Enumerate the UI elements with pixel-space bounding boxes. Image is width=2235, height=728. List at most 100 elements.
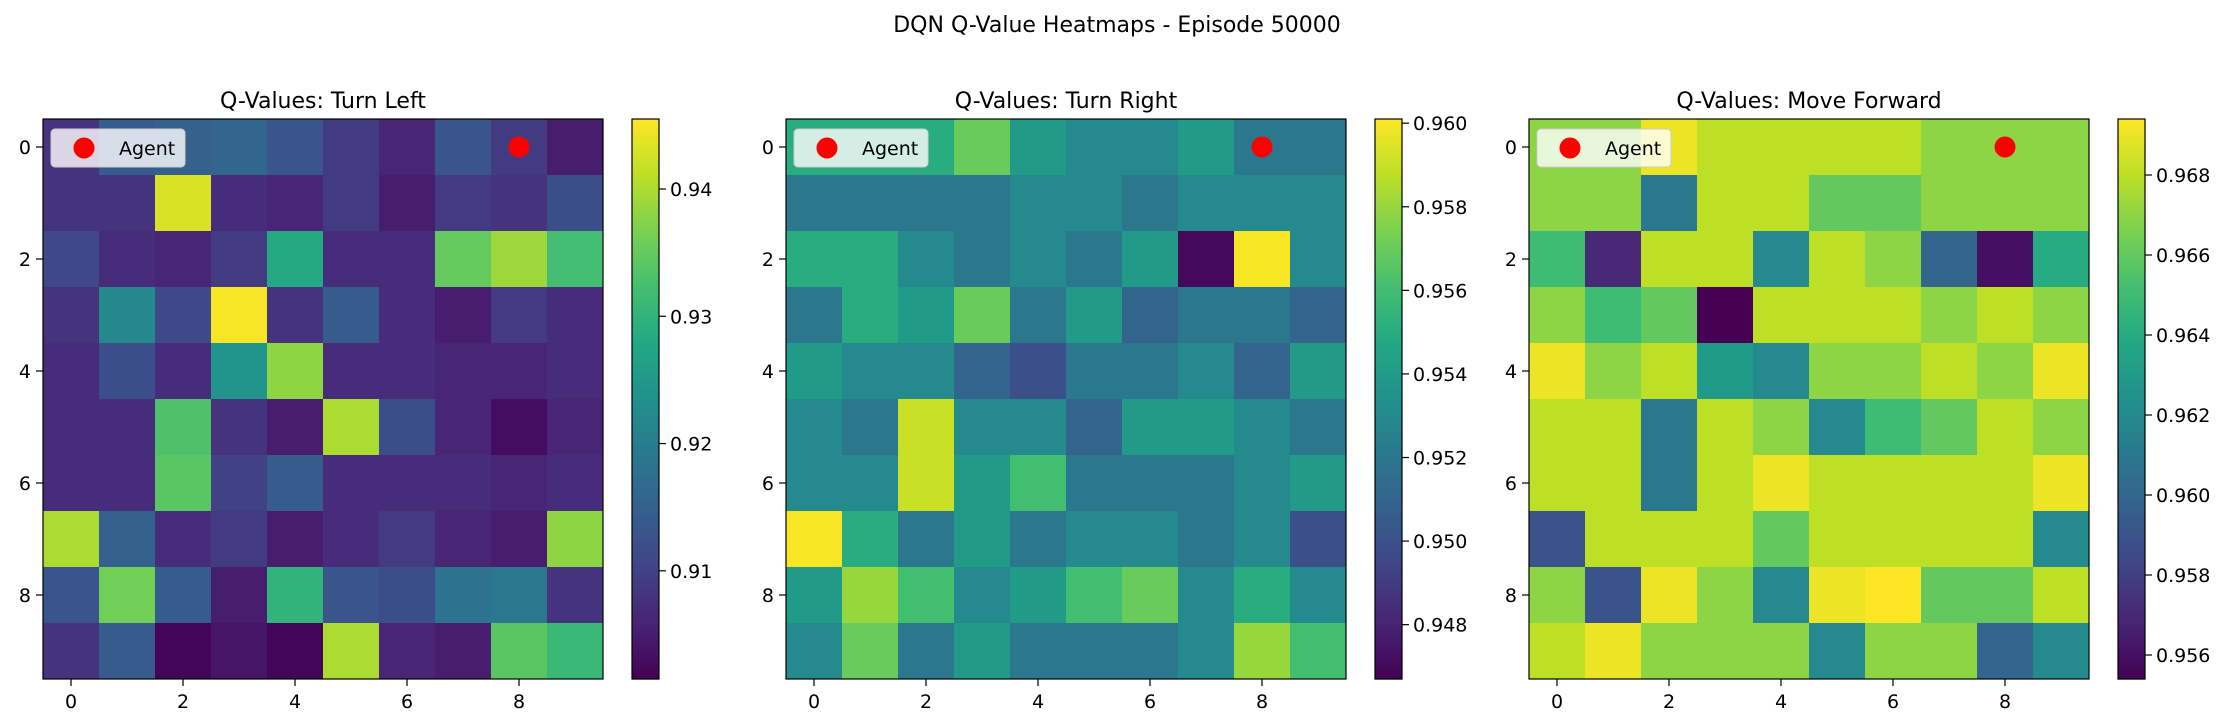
colorbar-segment: [632, 387, 659, 392]
colorbar-segment: [632, 284, 659, 288]
colorbar-segment: [1375, 343, 1402, 347]
panel-title: Q-Values: Turn Right: [955, 89, 1178, 114]
heatmap-cell: [43, 399, 100, 456]
colorbar-segment: [632, 225, 659, 229]
colorbar-segment: [632, 421, 659, 425]
heatmap-cell: [2033, 623, 2090, 680]
colorbar-segment: [1375, 634, 1402, 638]
heatmap-cell: [379, 343, 436, 400]
colorbar-segment: [1375, 180, 1402, 184]
colorbar-segment: [632, 326, 659, 330]
heatmap-cell: [1921, 231, 1978, 288]
heatmap-cell: [1178, 287, 1235, 344]
colorbar-segment: [2118, 446, 2145, 450]
colorbar-segment: [632, 144, 659, 148]
colorbar-segment: [1375, 611, 1402, 616]
colorbar-segment: [632, 357, 659, 361]
colorbar-segment: [1375, 527, 1402, 532]
colorbar-segment: [1375, 303, 1402, 308]
colorbar-segment: [1375, 418, 1402, 422]
colorbar-segment: [632, 222, 659, 226]
colorbar-segment: [632, 432, 659, 436]
heatmap-cell: [898, 175, 955, 232]
heatmap-cell: [898, 343, 955, 400]
colorbar-segment: [632, 289, 659, 294]
colorbar-segment: [632, 253, 659, 257]
heatmap-cell: [155, 511, 212, 568]
colorbar-segment: [1375, 270, 1402, 274]
heatmap-cell: [954, 399, 1011, 456]
colorbar-segment: [1375, 275, 1402, 280]
heatmap-cell: [1010, 231, 1067, 288]
colorbar-segment: [1375, 642, 1402, 646]
colorbar-segment: [1375, 653, 1402, 658]
colorbar-segment: [1375, 301, 1402, 305]
x-tick-label: 6: [1887, 691, 1899, 713]
colorbar-segment: [2118, 359, 2145, 364]
heatmap-cell: [1585, 623, 1642, 680]
heatmap-cell: [491, 623, 548, 680]
colorbar-segment: [2118, 289, 2145, 294]
heatmap-cell: [43, 455, 100, 512]
colorbar-segment: [632, 172, 659, 176]
colorbar-segment: [632, 659, 659, 663]
colorbar-segment: [632, 656, 659, 660]
heatmap-cell: [2033, 119, 2090, 176]
colorbar-segment: [1375, 508, 1402, 512]
x-tick-label: 0: [808, 691, 820, 713]
heatmap-cell: [1066, 623, 1123, 680]
legend: Agent: [1536, 128, 1672, 168]
heatmap-cells: [43, 119, 604, 680]
colorbar-segment: [1375, 519, 1402, 523]
colorbar-segment: [632, 667, 659, 672]
heatmap-cell: [1641, 287, 1698, 344]
colorbar-segment: [1375, 511, 1402, 515]
colorbar-segment: [632, 147, 659, 151]
colorbar-segment: [1375, 676, 1402, 680]
colorbar-segment: [632, 623, 659, 627]
colorbar-segment: [1375, 575, 1402, 579]
heatmap-cell: [211, 119, 268, 176]
heatmap-cell: [1753, 399, 1810, 456]
colorbar-segment: [2118, 217, 2145, 221]
heatmap-cell: [1178, 175, 1235, 232]
heatmap-cell: [842, 399, 899, 456]
colorbar-segment: [1375, 264, 1402, 268]
colorbar-tick-label: 0.960: [1413, 113, 1467, 135]
heatmap-cell: [547, 119, 604, 176]
x-tick-label: 2: [920, 691, 932, 713]
colorbar-segment: [1375, 161, 1402, 165]
colorbar-segment: [632, 544, 659, 548]
colorbar-segment: [1375, 589, 1402, 593]
heatmap-cell: [267, 287, 324, 344]
colorbar-segment: [632, 281, 659, 285]
heatmap-cell: [323, 567, 380, 624]
colorbar-segment: [632, 393, 659, 397]
colorbar-segment: [1375, 354, 1402, 358]
colorbar-segment: [632, 555, 659, 560]
heatmap-cell: [786, 231, 843, 288]
colorbar-segment: [1375, 583, 1402, 588]
colorbar-segment: [1375, 172, 1402, 176]
colorbar-segment: [1375, 376, 1402, 380]
colorbar-segment: [1375, 320, 1402, 324]
colorbar-segment: [1375, 673, 1402, 677]
colorbar-segment: [2118, 177, 2145, 182]
colorbar-segment: [2118, 315, 2145, 319]
heatmap-cell: [267, 455, 324, 512]
heatmap-cell: [491, 287, 548, 344]
heatmap-cell: [1641, 455, 1698, 512]
colorbar-segment: [1375, 639, 1402, 644]
heatmap-cell: [1122, 287, 1179, 344]
colorbar-segment: [1375, 432, 1402, 436]
colorbar-segment: [632, 267, 659, 271]
colorbar-segment: [2118, 214, 2145, 218]
heatmap-cell: [1809, 231, 1866, 288]
colorbar-segment: [2118, 158, 2145, 162]
heatmap-cell: [1753, 231, 1810, 288]
colorbar-segment: [1375, 544, 1402, 548]
colorbar-segment: [1375, 606, 1402, 610]
colorbar-segment: [2118, 522, 2145, 526]
colorbar-segment: [1375, 623, 1402, 627]
